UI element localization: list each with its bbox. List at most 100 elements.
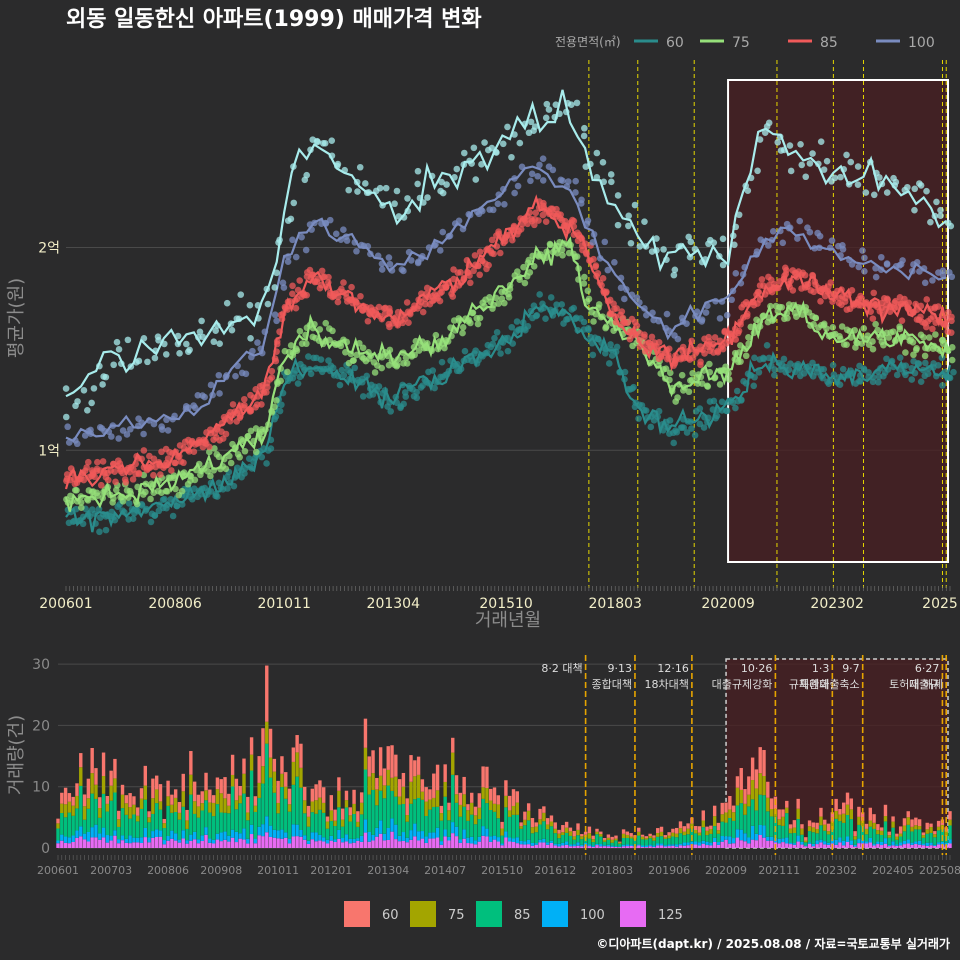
bar-segment-75 (895, 836, 899, 840)
bar-segment-85 (189, 794, 193, 835)
bar-segment-125 (682, 845, 686, 848)
bottom-x-tick-label: 200806 (147, 864, 189, 877)
bar-segment-60 (933, 831, 937, 835)
data-point (476, 271, 484, 279)
volume-bar (796, 798, 800, 848)
bar-segment-85 (98, 817, 102, 834)
data-point (924, 318, 932, 325)
bar-segment-60 (804, 837, 808, 841)
bar-segment-100 (887, 844, 891, 847)
bar-segment-85 (371, 789, 375, 835)
data-point (115, 435, 122, 442)
data-point (472, 176, 480, 183)
bar-segment-75 (515, 802, 519, 815)
data-point (869, 378, 877, 386)
bar-segment-85 (295, 776, 299, 825)
data-point (642, 407, 650, 414)
bar-segment-60 (819, 807, 823, 817)
bar-segment-85 (785, 813, 789, 838)
bar-segment-60 (382, 768, 387, 786)
bar-segment-125 (447, 840, 451, 848)
bar-segment-100 (914, 841, 918, 845)
bar-segment-60 (71, 796, 75, 806)
volume-bar (242, 758, 246, 848)
data-point (402, 393, 410, 400)
bar-segment-75 (883, 816, 888, 822)
volume-bar (720, 802, 724, 848)
bar-segment-100 (879, 841, 884, 846)
data-point (72, 402, 79, 410)
data-point (429, 367, 437, 374)
bar-segment-125 (257, 835, 261, 848)
volume-bar (587, 826, 592, 848)
data-point (404, 195, 411, 202)
bar-segment-60 (682, 826, 686, 832)
data-point (290, 199, 298, 207)
data-point (660, 246, 667, 253)
bar-segment-75 (200, 803, 204, 811)
bar-segment-60 (322, 787, 326, 803)
volume-bar (811, 822, 816, 848)
bar-segment-100 (447, 836, 451, 841)
bar-segment-75 (219, 793, 223, 813)
bar-segment-75 (204, 790, 208, 801)
bar-segment-60 (936, 820, 941, 827)
bar-segment-60 (500, 821, 504, 829)
bar-segment-125 (356, 840, 360, 848)
bar-segment-100 (580, 844, 584, 847)
bar-segment-100 (792, 843, 797, 845)
data-point (162, 351, 170, 358)
data-point (614, 192, 622, 199)
bar-segment-125 (602, 846, 607, 848)
bar-segment-100 (853, 844, 857, 847)
volume-bar (599, 831, 603, 848)
data-point (719, 261, 727, 269)
bar-segment-125 (747, 843, 751, 848)
bar-segment-85 (762, 795, 766, 826)
bar-segment-85 (709, 833, 713, 843)
bar-segment-85 (154, 803, 159, 830)
bar-segment-75 (303, 800, 307, 814)
volume-bar (253, 796, 258, 848)
volume-bar (185, 809, 189, 848)
volume-bar (318, 780, 322, 848)
bar-segment-60 (416, 756, 421, 775)
data-point (937, 206, 944, 214)
x-tick-label: 201803 (588, 596, 641, 612)
bar-segment-60 (371, 750, 375, 774)
bar-segment-125 (382, 840, 387, 848)
volume-bar (60, 792, 64, 848)
bar-segment-75 (580, 836, 584, 840)
bar-segment-100 (439, 841, 444, 845)
bar-segment-75 (720, 814, 724, 822)
bar-segment-60 (876, 824, 880, 831)
bar-segment-60 (553, 822, 557, 829)
bar-segment-125 (564, 844, 569, 848)
bar-segment-85 (618, 843, 622, 847)
data-point (488, 236, 496, 244)
data-point (292, 253, 300, 261)
bar-segment-85 (724, 822, 728, 837)
bar-segment-75 (599, 834, 603, 837)
policy-annotation: 10·26 (741, 662, 773, 675)
data-point (133, 500, 141, 508)
volume-bar (887, 831, 891, 848)
bottom-x-tick-label: 202009 (705, 864, 747, 877)
bar-segment-100 (659, 843, 664, 846)
volume-bar (595, 828, 599, 848)
bar-segment-85 (318, 809, 322, 835)
bar-segment-60 (128, 793, 132, 808)
policy-annotation: 9·7 (842, 662, 860, 675)
bar-segment-125 (333, 841, 337, 848)
data-point (135, 470, 143, 478)
data-point (802, 173, 810, 181)
volume-bar (101, 752, 106, 848)
data-point (539, 155, 547, 162)
data-point (300, 364, 307, 371)
data-point (303, 340, 310, 348)
bar-segment-125 (826, 844, 831, 848)
bar-segment-60 (223, 777, 227, 799)
bar-segment-60 (564, 821, 569, 828)
bar-segment-85 (842, 822, 846, 841)
